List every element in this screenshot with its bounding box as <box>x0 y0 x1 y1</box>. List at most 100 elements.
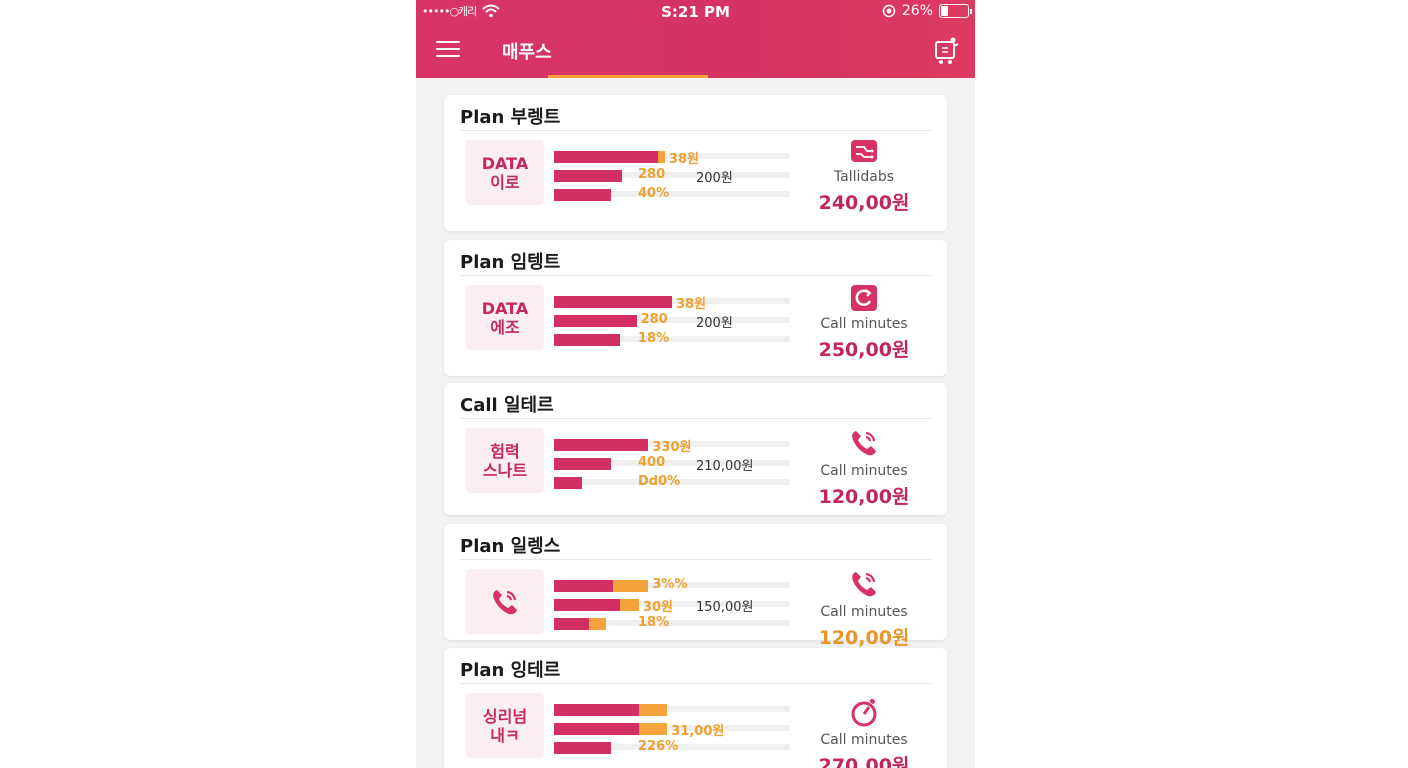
bar-track <box>554 172 790 178</box>
tab-indicator <box>548 75 708 78</box>
usage-bar: 280 200원 <box>554 167 794 186</box>
bar-segment-pink <box>554 477 583 489</box>
bar-side-label: 150,00원 <box>696 600 754 615</box>
bar-track <box>554 620 790 626</box>
bar-segment-pink <box>554 439 649 451</box>
battery-percent: 26% <box>901 3 933 19</box>
badge-line: 이로 <box>490 172 520 192</box>
hamburger-menu-icon[interactable] <box>436 40 460 58</box>
price-amount: 240,00원 <box>818 192 910 214</box>
bar-segment-orange <box>638 723 668 735</box>
price-amount: 120,00원 <box>818 627 910 649</box>
bar-segment-pink <box>554 296 672 308</box>
price-amount: 270,00원 <box>818 755 910 768</box>
bar-segment-pink <box>554 599 621 611</box>
plan-badge: DATA 에조 <box>466 285 544 350</box>
usage-bar: 30원 150,00원 <box>554 599 794 615</box>
plan-card[interactable]: Call 일테르 험력 스나트 330원 400 210,00원 Dd0% Cal… <box>444 383 947 515</box>
usage-bar <box>554 704 794 716</box>
badge-line: DATA <box>481 298 529 318</box>
divider <box>460 418 931 419</box>
phone-icon <box>466 586 544 618</box>
bar-value-label: 40% <box>638 186 670 201</box>
cart-icon[interactable] <box>933 35 959 65</box>
price-label: Call minutes <box>820 732 908 748</box>
plan-card[interactable]: Plan 잉테르 싱리넘 내ㅋ 31,00원 226% Call minutes … <box>444 648 947 768</box>
usage-bar: Dd0% <box>554 474 794 489</box>
data-chip-icon <box>799 139 929 165</box>
bar-value-label: 31,00원 <box>671 724 725 739</box>
bar-segment-pink <box>554 334 621 346</box>
card-title: Plan 잉테르 <box>460 660 561 681</box>
badge-line: 스나트 <box>482 460 528 480</box>
price-amount: 120,00원 <box>818 486 910 508</box>
plan-card[interactable]: Plan 임텡트 DATA 에조 38원 280 200원 18% Call mi… <box>444 240 947 376</box>
top-bar: •••••○캐리 S:21 PM 26% 매푸스 <box>416 0 975 78</box>
bar-segment-pink <box>554 618 590 630</box>
bar-segment-orange <box>613 580 649 592</box>
price-label: Tallidabs <box>833 169 895 185</box>
card-title: Plan 부렝트 <box>460 107 561 128</box>
price-box: Call minutes 250,00원 <box>799 284 929 362</box>
usage-bar: 330원 <box>554 439 794 455</box>
usage-bar: 3%% <box>554 577 794 592</box>
refresh-icon <box>799 284 929 312</box>
status-bar: •••••○캐리 S:21 PM 26% <box>416 0 975 24</box>
phone-icon <box>799 568 929 600</box>
usage-bar: 38원 <box>554 151 794 167</box>
bar-side-label: 200원 <box>696 171 733 186</box>
divider <box>460 130 931 131</box>
bar-track <box>554 582 790 588</box>
bar-value-label: 280 <box>640 312 668 327</box>
usage-bar: 38원 <box>554 296 794 312</box>
price-box: Call minutes 120,00원 <box>799 427 929 509</box>
timer-icon <box>799 696 929 728</box>
usage-bar: 400 210,00원 <box>554 455 794 474</box>
badge-line: 험력 <box>490 441 520 461</box>
bar-value-label: 400 <box>638 455 666 470</box>
bar-segment-pink <box>554 170 623 182</box>
bar-value-label: 30원 <box>642 600 674 615</box>
usage-bar: 40% <box>554 186 794 201</box>
phone-icon <box>799 427 929 459</box>
app-bar: 매푸스 <box>416 30 975 70</box>
status-right: 26% <box>882 3 972 19</box>
usage-bar: 280 200원 <box>554 312 794 331</box>
price-label: Call minutes <box>820 316 908 332</box>
price-box: Call minutes 120,00원 <box>799 568 929 650</box>
battery-icon <box>939 4 972 18</box>
divider <box>460 683 931 684</box>
bar-segment-pink <box>554 458 611 470</box>
wifi-icon <box>482 4 500 18</box>
bar-segment-orange <box>657 151 665 163</box>
phone-screen: •••••○캐리 S:21 PM 26% 매푸스 <box>416 0 975 768</box>
bar-value-label: 18% <box>638 615 670 630</box>
usage-bars: 31,00원 226% <box>554 704 794 764</box>
bar-track <box>554 336 790 342</box>
bar-value-label: 330원 <box>652 440 692 455</box>
price-box: Tallidabs 240,00원 <box>799 139 929 215</box>
usage-bar: 18% <box>554 331 794 346</box>
bar-segment-pink <box>554 315 637 327</box>
usage-bars: 330원 400 210,00원 Dd0% <box>554 439 794 499</box>
card-title: Plan 임텡트 <box>460 252 561 273</box>
bar-value-label: 3%% <box>652 577 688 592</box>
bar-track <box>554 153 790 159</box>
bar-segment-pink <box>554 704 639 716</box>
usage-bars: 3%% 30원 150,00원 18% <box>554 577 794 640</box>
bar-value-label: 280 <box>638 167 666 182</box>
plan-card[interactable]: Plan 부렝트 DATA 이로 38원 280 200원 40% Tallida… <box>444 95 947 231</box>
plan-badge <box>466 569 544 634</box>
status-left: •••••○캐리 <box>422 3 500 19</box>
card-title: Plan 일렝스 <box>460 536 561 557</box>
price-amount: 250,00원 <box>818 339 910 361</box>
bar-value-label: 38원 <box>676 297 707 312</box>
badge-line: DATA <box>481 153 529 173</box>
bar-segment-pink <box>554 742 611 754</box>
plan-card[interactable]: Plan 일렝스 3%% 30원 150,00원 18% Call minute… <box>444 524 947 649</box>
usage-bar: 18% <box>554 615 794 630</box>
bar-side-label: 200원 <box>696 316 733 331</box>
bar-track <box>554 479 790 485</box>
badge-line: 내ㅋ <box>490 725 520 745</box>
price-label: Call minutes <box>820 463 908 479</box>
